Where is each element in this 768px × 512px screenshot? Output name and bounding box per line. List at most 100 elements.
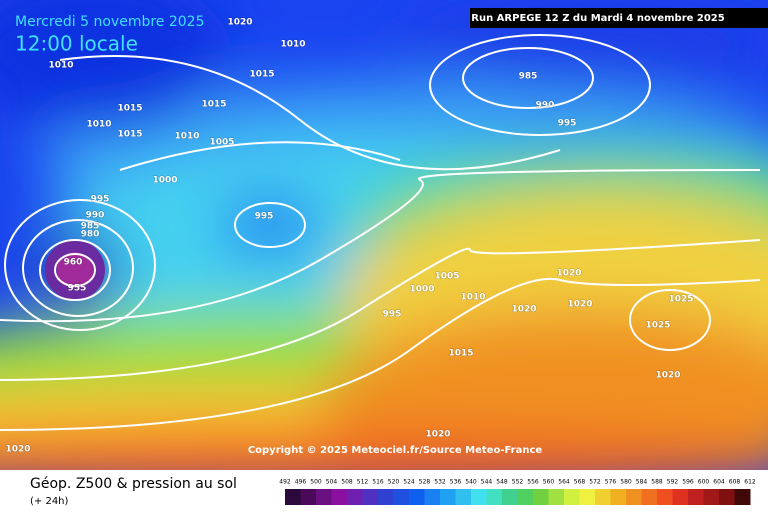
scale-swatch: [595, 489, 611, 505]
forecast-date: Mercredi 5 novembre 2025: [15, 14, 205, 30]
isobar-label: 990: [86, 211, 105, 221]
scale-label: 504: [326, 479, 338, 486]
scale-label: 600: [698, 479, 710, 486]
scale-label: 496: [295, 479, 307, 486]
isobar-label: 1010: [86, 120, 111, 130]
scale-swatch: [471, 489, 487, 505]
isobar-label: 1010: [280, 40, 305, 50]
scale-label: 524: [403, 479, 415, 486]
scale-swatch: [424, 489, 441, 505]
isobar-label: 1010: [174, 132, 199, 142]
isobar-label: 995: [255, 212, 274, 222]
run-box: [470, 8, 768, 28]
scale-swatch: [657, 489, 673, 505]
scale-label: 532: [434, 479, 446, 486]
isobar-label: 985: [81, 222, 100, 232]
isobar-label: 1020: [227, 18, 252, 28]
scale-label: 552: [512, 479, 524, 486]
isobar-label: 1020: [655, 371, 680, 381]
scale-label: 584: [636, 479, 648, 486]
scale-label: 592: [667, 479, 679, 486]
isobar-label: 1020: [556, 269, 581, 279]
isobar-label: 1005: [434, 272, 459, 282]
legend-title: Géop. Z500 & pression au sol: [30, 476, 237, 492]
isobar-label: 1015: [117, 130, 142, 140]
scale-swatch: [533, 489, 549, 505]
forecast-time: 12:00 locale: [15, 32, 138, 56]
scale-swatch: [564, 489, 580, 505]
scale-label: 516: [372, 479, 384, 486]
scale-label: 512: [357, 479, 369, 486]
isobar-label: 995: [91, 195, 110, 205]
isobar-label: 1010: [460, 293, 485, 303]
scale-swatch: [719, 489, 735, 505]
isobar-label: 1020: [511, 305, 536, 315]
scale-label: 604: [713, 479, 725, 486]
scale-label: 596: [682, 479, 694, 486]
legend-subtitle: (+ 24h): [30, 496, 69, 507]
isobars: [0, 34, 761, 431]
scale-swatch: [486, 489, 503, 505]
scale-swatch: [409, 489, 425, 505]
isobar-label: 990: [536, 101, 555, 111]
scale-label: 560: [543, 479, 555, 486]
scale-label: 528: [419, 479, 431, 486]
scale-swatch: [285, 489, 301, 505]
copyright: Copyright © 2025 Meteociel.fr/Source Met…: [248, 445, 543, 456]
scale-swatch: [579, 489, 596, 505]
isobar-label: 1000: [409, 285, 434, 295]
scale-swatch: [610, 489, 627, 505]
isobar-label: 1015: [201, 100, 226, 110]
scale-label: 556: [527, 479, 539, 486]
scale-label: 588: [651, 479, 663, 486]
isobar-label: 995: [383, 310, 402, 320]
map: [0, 0, 768, 470]
isobar-label: 1005: [209, 138, 234, 148]
isobar-label: 1020: [567, 300, 592, 310]
scale-label: 540: [465, 479, 477, 486]
scale-swatch: [455, 489, 472, 505]
scale-swatch: [703, 489, 720, 505]
run-info: Run ARPEGE 12 Z du Mardi 4 novembre 2025: [471, 13, 725, 24]
isobar-label: 1000: [152, 176, 177, 186]
scale-swatch: [300, 489, 317, 505]
scale-label: 580: [620, 479, 632, 486]
scale-label: 508: [341, 479, 353, 486]
scale-label: 520: [388, 479, 400, 486]
scale-swatch: [548, 489, 565, 505]
scale-label: 548: [496, 479, 508, 486]
scale-swatch: [688, 489, 704, 505]
scale-label: 492: [279, 479, 291, 486]
isobar-label: 1015: [117, 104, 142, 114]
scale-swatch: [734, 489, 751, 505]
scale-swatch: [331, 489, 348, 505]
isobar-label: 1025: [668, 295, 693, 305]
scale-swatch: [626, 489, 642, 505]
isobar-label: 960: [64, 258, 83, 268]
isobar-label: 1010: [48, 61, 73, 71]
color-scale: 492 496 500 504 508 512 516 520 524 528 532 536 540 5…: [279, 479, 756, 505]
isobar-label: 955: [68, 284, 87, 294]
scale-swatch: [316, 489, 332, 505]
scale-label: 500: [310, 479, 322, 486]
scale-swatch: [440, 489, 456, 505]
isobar-label: 1015: [249, 70, 274, 80]
scale-label: 544: [481, 479, 493, 486]
scale-swatch: [502, 489, 518, 505]
scale-swatch: [517, 489, 534, 505]
scale-swatch: [393, 489, 410, 505]
isobar-label: 1020: [5, 445, 30, 455]
scale-label: 564: [558, 479, 570, 486]
isobar-label: 995: [558, 119, 577, 129]
isobar-label: 1020: [425, 430, 450, 440]
scale-swatch: [362, 489, 379, 505]
scale-label: 608: [729, 479, 741, 486]
scale-label: 536: [450, 479, 462, 486]
isobar-label: 985: [519, 72, 538, 82]
isobar-label: 1025: [645, 321, 670, 331]
scale-label: 576: [605, 479, 617, 486]
scale-swatch: [378, 489, 394, 505]
scale-swatch: [672, 489, 689, 505]
scale-label: 572: [589, 479, 601, 486]
